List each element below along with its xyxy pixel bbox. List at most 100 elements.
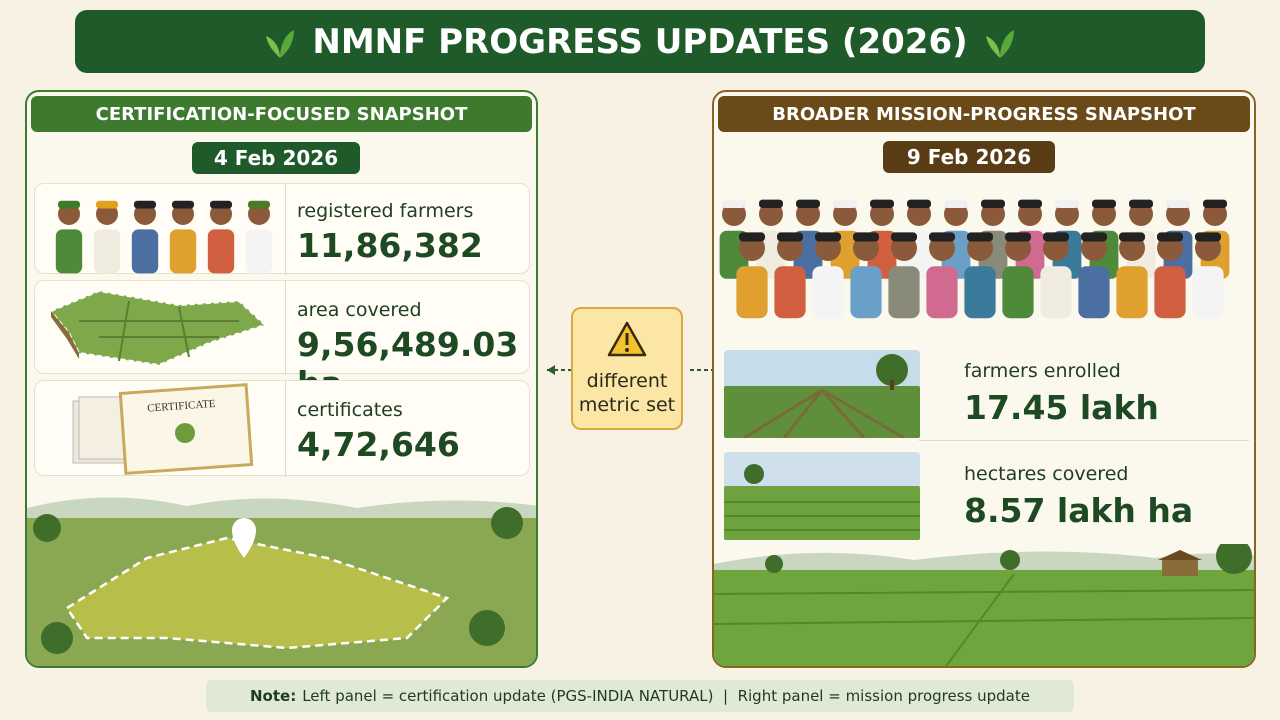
landscape-illustration: [27, 497, 536, 666]
person-shape: [96, 200, 118, 209]
divider: [919, 440, 1249, 441]
decoration: [1162, 558, 1198, 576]
decoration: [625, 333, 629, 345]
header-bar: NMNF PROGRESS UPDATES (2026): [75, 10, 1205, 73]
person-shape: [870, 199, 894, 208]
person-shape: [1129, 199, 1153, 208]
right-panel: BROADER MISSION-PROGRESS SNAPSHOT 9 Feb …: [712, 90, 1256, 668]
decoration: [491, 507, 523, 539]
metric-label: farmers enrolled: [964, 360, 1121, 382]
person-shape: [929, 232, 955, 242]
person-shape: [1005, 232, 1031, 242]
person-shape: [1043, 232, 1069, 242]
decoration: [724, 501, 920, 531]
decoration: [1000, 550, 1020, 570]
decoration: [625, 348, 629, 352]
person-shape: [774, 266, 806, 319]
decoration: [469, 610, 505, 646]
metric-label: registered farmers: [297, 200, 474, 222]
person-shape: [944, 199, 968, 208]
person-shape: [169, 229, 197, 274]
decoration: [890, 380, 894, 390]
person-shape: [1002, 266, 1034, 319]
decoration: [232, 518, 256, 558]
decoration: [41, 622, 73, 654]
decoration: [724, 486, 920, 540]
field-photo: [724, 452, 920, 540]
person-shape: [58, 200, 80, 209]
decoration: [175, 423, 195, 443]
decoration: [79, 300, 239, 362]
metric-card: area covered 9,56,489.03 ha: [34, 280, 530, 403]
callout-text: different metric set: [578, 370, 676, 416]
field-photo: [724, 350, 920, 438]
certificate-text: CERTIFICATE: [147, 398, 216, 415]
panel-heading: CERTIFICATION-FOCUSED SNAPSHOT: [31, 96, 532, 132]
person-shape: [964, 266, 996, 319]
decoration: [744, 464, 764, 484]
callout: different metric set: [571, 307, 683, 430]
farmland-illustration: [49, 289, 267, 367]
decoration: [765, 555, 783, 573]
person-shape: [739, 232, 765, 242]
metric-value: 11,86,382: [297, 226, 483, 265]
metric-value: 17.45 lakh: [964, 388, 1159, 427]
person-shape: [131, 229, 159, 274]
person-shape: [93, 229, 121, 274]
warning-icon: [607, 321, 647, 357]
person-shape: [981, 199, 1005, 208]
person-shape: [248, 200, 270, 209]
decoration: [280, 29, 295, 58]
leaf-icon: [266, 29, 295, 58]
date-pill: 4 Feb 2026: [192, 142, 360, 174]
panel-heading: BROADER MISSION-PROGRESS SNAPSHOT: [718, 96, 1250, 132]
divider: [285, 184, 286, 275]
person-shape: [759, 199, 783, 208]
decoration: [714, 570, 1254, 666]
certificate-illustration: CERTIFICATE: [72, 383, 254, 475]
person-shape: [722, 199, 746, 208]
person-shape: [967, 232, 993, 242]
decoration: [1216, 544, 1252, 574]
decoration: [55, 200, 273, 274]
decoration: [724, 386, 920, 438]
note-text: Left panel = certification update (PGS-I…: [302, 687, 1030, 705]
person-shape: [1055, 199, 1079, 208]
note-label: Note:: [250, 687, 297, 705]
decoration: [876, 354, 908, 386]
metric-card: CERTIFICATE certificates 4,72,646: [34, 380, 530, 477]
decoration: [999, 29, 1014, 58]
decoration: [985, 35, 1000, 58]
person-shape: [796, 199, 820, 208]
decoration: [51, 311, 79, 359]
leaf-icon: [985, 29, 1014, 58]
decoration: [49, 289, 267, 367]
person-shape: [736, 266, 768, 319]
person-shape: [1119, 232, 1145, 242]
date-pill: 9 Feb 2026: [883, 141, 1055, 173]
person-shape: [245, 229, 273, 274]
metric-value: 4,72,646: [297, 425, 460, 464]
decoration: [65, 536, 450, 650]
divider: [285, 381, 286, 477]
note-bar: Note: Left panel = certification update (…: [206, 680, 1074, 712]
person-shape: [907, 199, 931, 208]
metric-card: registered farmers 11,86,382: [34, 183, 530, 275]
person-shape: [850, 266, 882, 319]
person-shape: [1040, 266, 1072, 319]
person-shape: [853, 232, 879, 242]
person-shape: [1154, 266, 1186, 319]
person-shape: [1018, 199, 1042, 208]
decoration: [719, 199, 1230, 319]
decoration: [266, 35, 281, 58]
landscape-illustration: [714, 544, 1254, 666]
person-shape: [777, 232, 803, 242]
person-shape: [1081, 232, 1107, 242]
person-shape: [1157, 232, 1183, 242]
decoration: [743, 388, 905, 438]
person-shape: [1092, 199, 1116, 208]
person-shape: [1192, 266, 1224, 319]
person-shape: [55, 229, 83, 274]
